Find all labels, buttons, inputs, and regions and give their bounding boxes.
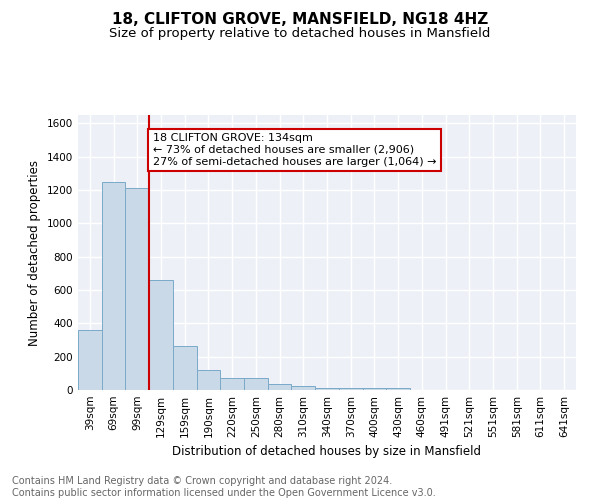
Bar bbox=[315, 388, 339, 390]
Bar bbox=[268, 384, 292, 390]
X-axis label: Distribution of detached houses by size in Mansfield: Distribution of detached houses by size … bbox=[173, 446, 482, 458]
Text: 18, CLIFTON GROVE, MANSFIELD, NG18 4HZ: 18, CLIFTON GROVE, MANSFIELD, NG18 4HZ bbox=[112, 12, 488, 28]
Y-axis label: Number of detached properties: Number of detached properties bbox=[28, 160, 41, 346]
Bar bbox=[244, 378, 268, 390]
Bar bbox=[220, 378, 244, 390]
Text: Size of property relative to detached houses in Mansfield: Size of property relative to detached ho… bbox=[109, 28, 491, 40]
Bar bbox=[386, 388, 410, 390]
Bar bbox=[102, 182, 125, 390]
Bar bbox=[78, 330, 102, 390]
Bar bbox=[149, 280, 173, 390]
Bar bbox=[292, 386, 315, 390]
Bar bbox=[339, 388, 362, 390]
Text: Contains HM Land Registry data © Crown copyright and database right 2024.
Contai: Contains HM Land Registry data © Crown c… bbox=[12, 476, 436, 498]
Bar bbox=[125, 188, 149, 390]
Bar bbox=[197, 370, 220, 390]
Bar bbox=[362, 388, 386, 390]
Bar bbox=[173, 346, 197, 390]
Text: 18 CLIFTON GROVE: 134sqm
← 73% of detached houses are smaller (2,906)
27% of sem: 18 CLIFTON GROVE: 134sqm ← 73% of detach… bbox=[152, 134, 436, 166]
